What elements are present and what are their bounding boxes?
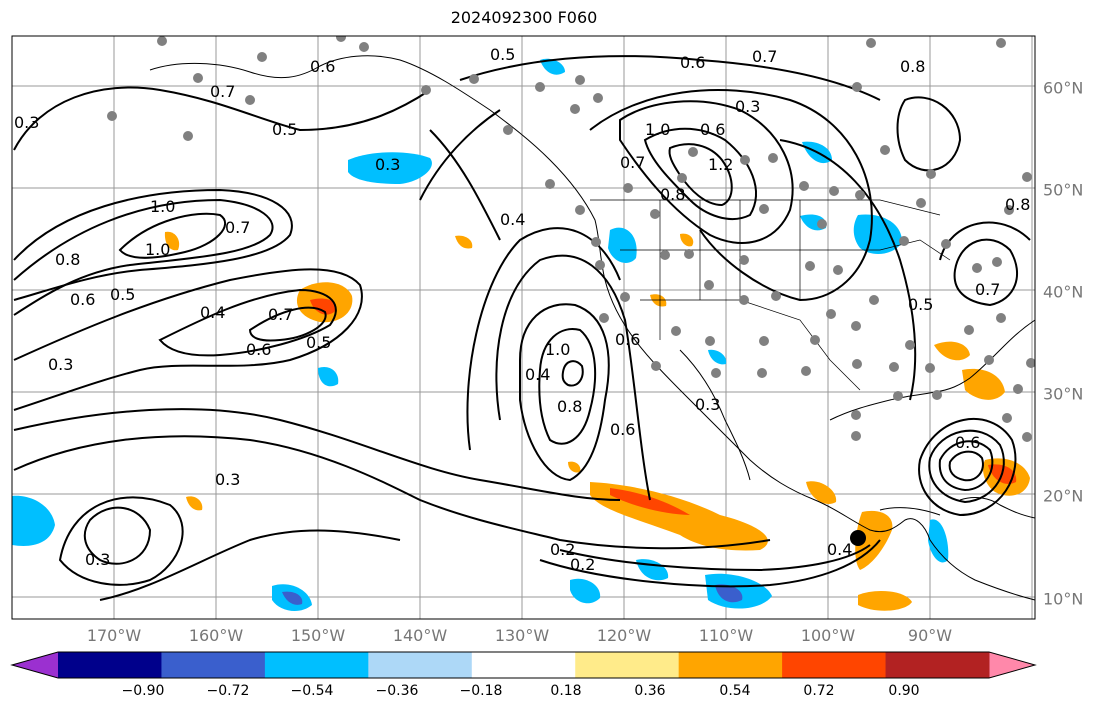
colorbar-tick-label: −0.54 [290,683,334,699]
coastlines [149,55,1035,601]
svg-text:0.8: 0.8 [660,185,685,204]
colorbar-max-arrow [989,652,1035,678]
svg-text:0.3: 0.3 [215,470,240,489]
colorbar-min-arrow [12,652,58,678]
svg-text:0.5: 0.5 [272,120,297,139]
colorbar-tick-label: 0.72 [803,683,835,699]
colorbar-tick-label: −0.18 [459,683,503,699]
storm-center-marker [850,530,866,546]
colorbar-segment [471,652,576,678]
colorbar-tick-label: −0.90 [121,683,165,699]
svg-text:0.7: 0.7 [210,82,235,101]
colorbar-segment [575,652,680,678]
lat-label-50n: 50°N [1043,180,1084,200]
lat-label-10n: 10°N [1043,589,1084,609]
lon-label-170w: 170°W [86,626,142,645]
colorbar-segment [782,652,887,678]
svg-text:0.6: 0.6 [700,120,725,139]
lon-label-160w: 160°W [188,626,244,645]
colorbar-tick-label: −0.36 [375,683,419,699]
svg-text:0.4: 0.4 [200,303,225,322]
colorbar-segment [368,652,473,678]
svg-text:0.7: 0.7 [225,218,250,237]
svg-text:0.4: 0.4 [500,210,525,229]
svg-text:1.0: 1.0 [145,240,170,259]
lon-label-120w: 120°W [596,626,652,645]
lon-label-110w: 110°W [698,626,754,645]
svg-text:0.3: 0.3 [735,97,760,116]
svg-text:1.0: 1.0 [150,197,175,216]
lon-label-100w: 100°W [800,626,856,645]
svg-text:1.0: 1.0 [545,340,570,359]
colorbar-tick-label: −0.72 [206,683,250,699]
svg-text:0.4: 0.4 [827,540,852,559]
lon-label-90w: 90°W [907,626,953,645]
colorbar-segment [678,652,783,678]
lat-label-30n: 30°N [1043,384,1084,404]
svg-text:0.5: 0.5 [110,285,135,304]
colorbar-tick-label: 0.18 [550,683,582,699]
svg-text:1.0: 1.0 [645,120,670,139]
svg-text:0.5: 0.5 [490,45,515,64]
svg-text:0.3: 0.3 [14,113,39,132]
contour-lines [13,55,1031,601]
station-markers [107,36,1035,442]
colorbar-tick-label: 0.90 [888,683,920,699]
colorbar-tick-label: 0.36 [634,683,666,699]
svg-text:0.6: 0.6 [610,420,635,439]
svg-text:0.6: 0.6 [310,57,335,76]
svg-text:0.3: 0.3 [375,155,400,174]
lon-label-130w: 130°W [494,626,550,645]
lon-label-150w: 150°W [290,626,346,645]
svg-text:0.4: 0.4 [525,365,550,384]
svg-text:0.8: 0.8 [55,250,80,269]
svg-text:0.6: 0.6 [70,290,95,309]
colorbar-segment [58,652,162,678]
svg-text:0.8: 0.8 [900,57,925,76]
svg-text:0.7: 0.7 [752,47,777,66]
svg-text:0.7: 0.7 [268,305,293,324]
svg-text:1.2: 1.2 [708,155,733,174]
svg-text:0.8: 0.8 [1005,195,1030,214]
svg-text:0.3: 0.3 [85,550,110,569]
colorbar [10,651,1037,679]
svg-text:0.7: 0.7 [620,153,645,172]
colorbar-segment [885,652,990,678]
lat-label-60n: 60°N [1043,78,1084,98]
political-boundaries [590,199,951,391]
svg-text:0.2: 0.2 [570,555,595,574]
svg-text:0.5: 0.5 [306,333,331,352]
svg-text:0.6: 0.6 [680,53,705,72]
svg-text:0.7: 0.7 [975,280,1000,299]
colorbar-tick-label: 0.54 [719,683,751,699]
svg-text:0.8: 0.8 [557,397,582,416]
colorbar-segment [264,652,369,678]
colorbar-segment [161,652,266,678]
svg-text:0.6: 0.6 [246,340,271,359]
svg-text:0.3: 0.3 [695,395,720,414]
contour-labels: 1.0 1.0 0.8 0.7 0.6 0.5 0.4 0.3 0.3 0.6 … [14,45,1030,574]
svg-text:0.2: 0.2 [550,540,575,559]
svg-text:0.5: 0.5 [908,295,933,314]
lat-label-20n: 20°N [1043,486,1084,506]
svg-text:0.6: 0.6 [955,433,980,452]
svg-text:0.6: 0.6 [615,330,640,349]
lat-label-40n: 40°N [1043,282,1084,302]
lon-label-140w: 140°W [392,626,448,645]
map-frame [11,35,1036,620]
svg-text:0.3: 0.3 [48,355,73,374]
map-title: 2024092300 F060 [450,8,598,27]
